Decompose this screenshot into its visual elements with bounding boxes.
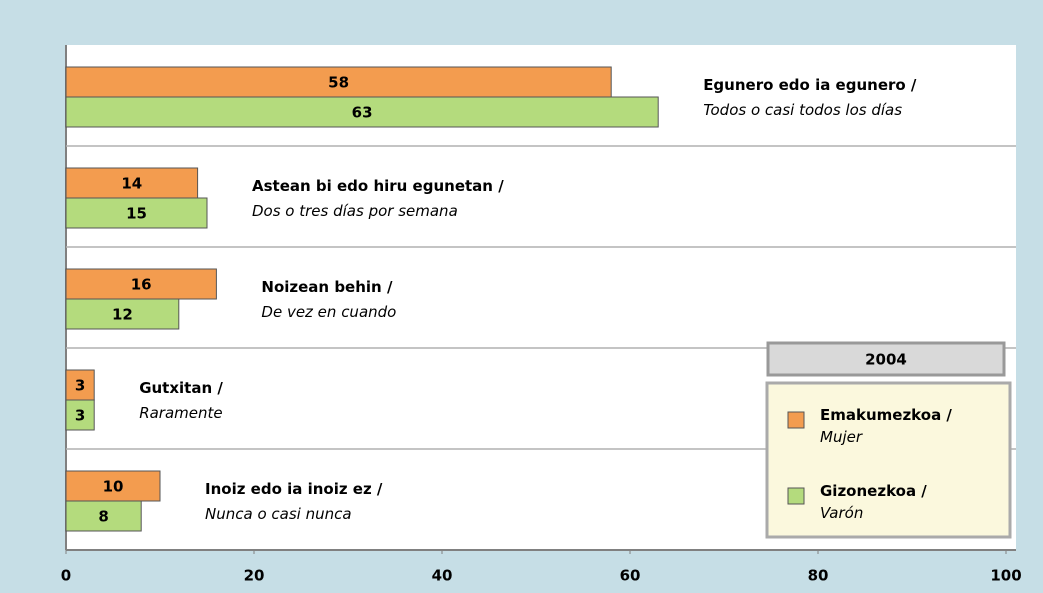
legend-label-line: Varón [820, 504, 863, 522]
value-label: 15 [126, 205, 147, 223]
bar [65, 298, 180, 330]
bar [65, 268, 217, 300]
bar [65, 399, 95, 431]
category-label-line: De vez en cuando [261, 303, 396, 321]
category-label-line: Nunca o casi nunca [205, 505, 352, 523]
category-label: Egunero edo ia egunero / Todos o casi tod… [703, 76, 917, 119]
legend-title-box [766, 341, 1006, 377]
category-label-line: Inoiz edo ia inoiz ez / [205, 480, 383, 498]
x-tick-label: 20 [244, 567, 265, 585]
category-label-line: Dos o tres días por semana [252, 202, 458, 220]
x-tick-label: 40 [432, 567, 453, 585]
category-label: Astean bi edo hiru egunetan / Dos o tres … [252, 177, 504, 220]
legend-label: Emakumezkoa / Mujer [820, 406, 952, 446]
x-tick-label: 0 [61, 567, 71, 585]
x-tick-label: 100 [990, 567, 1021, 585]
legend-label-line: Gizonezkoa / [820, 482, 927, 500]
category-label-line: Todos o casi todos los días [703, 101, 902, 119]
x-tick-label: 80 [808, 567, 829, 585]
value-label: 12 [112, 306, 133, 324]
category-label-line: Astean bi edo hiru egunetan / [252, 177, 504, 195]
x-tick-label: 60 [620, 567, 641, 585]
legend-label-line: Emakumezkoa / [820, 406, 952, 424]
value-label: 63 [352, 104, 373, 122]
legend-title: 2004 [865, 351, 907, 369]
value-label: 16 [131, 276, 152, 294]
category-label: Inoiz edo ia inoiz ez / Nunca o casi nunc… [205, 480, 383, 523]
legend-label-line: Mujer [820, 428, 863, 446]
category-label-line: Raramente [139, 404, 222, 422]
bar [65, 167, 199, 199]
value-label: 10 [103, 478, 124, 496]
bar [65, 197, 208, 229]
category-label: Gutxitan / Raramente [139, 379, 223, 422]
legend-swatch [787, 487, 805, 505]
value-label: 3 [75, 407, 85, 425]
value-label: 8 [98, 508, 108, 526]
category-label: Noizean behin / De vez en cuando [261, 278, 396, 321]
bar [65, 500, 142, 532]
bar [65, 96, 659, 128]
bar [65, 66, 612, 98]
value-label: 58 [328, 74, 349, 92]
category-label-line: Noizean behin / [261, 278, 393, 296]
category-label-line: Gutxitan / [139, 379, 223, 397]
value-label: 3 [75, 377, 85, 395]
legend-swatch [787, 411, 805, 429]
legend-box [765, 381, 1012, 539]
category-label-line: Egunero edo ia egunero / [703, 76, 917, 94]
value-label: 14 [121, 175, 142, 193]
legend-label: Gizonezkoa / Varón [820, 482, 927, 522]
